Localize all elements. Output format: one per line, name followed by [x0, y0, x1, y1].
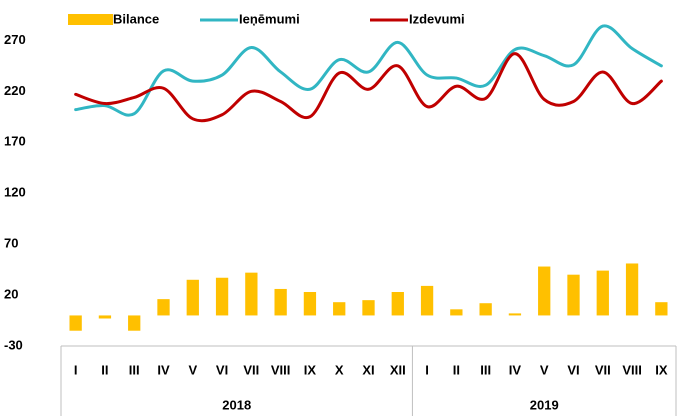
line [74, 24, 663, 117]
bar [450, 309, 463, 316]
bar [186, 279, 199, 316]
x-tick-label: XI [362, 362, 374, 377]
bar [157, 299, 170, 316]
x-tick-label: IX [655, 362, 668, 377]
line [74, 52, 663, 123]
legend-swatch [68, 14, 113, 25]
x-tick-label: II [101, 362, 108, 377]
legend-label: Ieņēmumi [239, 11, 300, 26]
legend-label: Bilance [113, 11, 159, 26]
y-tick-label: -30 [4, 337, 23, 352]
x-tick-label: XII [390, 362, 406, 377]
x-tick-label: VIII [622, 362, 642, 377]
bar [655, 302, 668, 316]
bar [567, 274, 580, 316]
x-tick-label: IV [509, 362, 522, 377]
y-tick-label: 20 [4, 287, 18, 302]
y-tick-label: 270 [4, 32, 26, 47]
y-tick-label: 70 [4, 236, 18, 251]
x-tick-label: VII [595, 362, 611, 377]
y-tick-label: 170 [4, 134, 26, 149]
x-tick-label: III [129, 362, 140, 377]
x-tick-label: VI [567, 362, 579, 377]
bar [596, 270, 609, 316]
x-tick-label: I [74, 362, 78, 377]
bar [420, 285, 434, 316]
bar [245, 272, 258, 316]
bar [98, 315, 112, 319]
bar [391, 292, 404, 316]
bar [508, 313, 522, 316]
x-tick-label: VII [243, 362, 259, 377]
x-tick-label: VIII [271, 362, 291, 377]
bar [274, 288, 287, 316]
bar [128, 315, 141, 331]
bar [538, 266, 551, 316]
x-tick-label: IV [157, 362, 170, 377]
x-tick-label: I [425, 362, 429, 377]
bar [303, 292, 317, 316]
x-tick-label: VI [216, 362, 228, 377]
group-label: 2019 [530, 397, 559, 412]
y-tick-label: 120 [4, 185, 26, 200]
bar [215, 277, 229, 316]
x-tick-label: V [540, 362, 549, 377]
x-tick-label: III [480, 362, 491, 377]
bar [479, 303, 492, 316]
bar [362, 300, 375, 316]
x-tick-label: IX [304, 362, 317, 377]
bar [69, 315, 82, 331]
bar [625, 263, 639, 316]
group-label: 2018 [222, 397, 251, 412]
bar [333, 302, 346, 316]
x-tick-label: X [335, 362, 344, 377]
x-tick-label: V [188, 362, 197, 377]
x-tick-label: II [453, 362, 460, 377]
legend-label: Izdevumi [409, 11, 465, 26]
y-tick-label: 220 [4, 83, 26, 98]
